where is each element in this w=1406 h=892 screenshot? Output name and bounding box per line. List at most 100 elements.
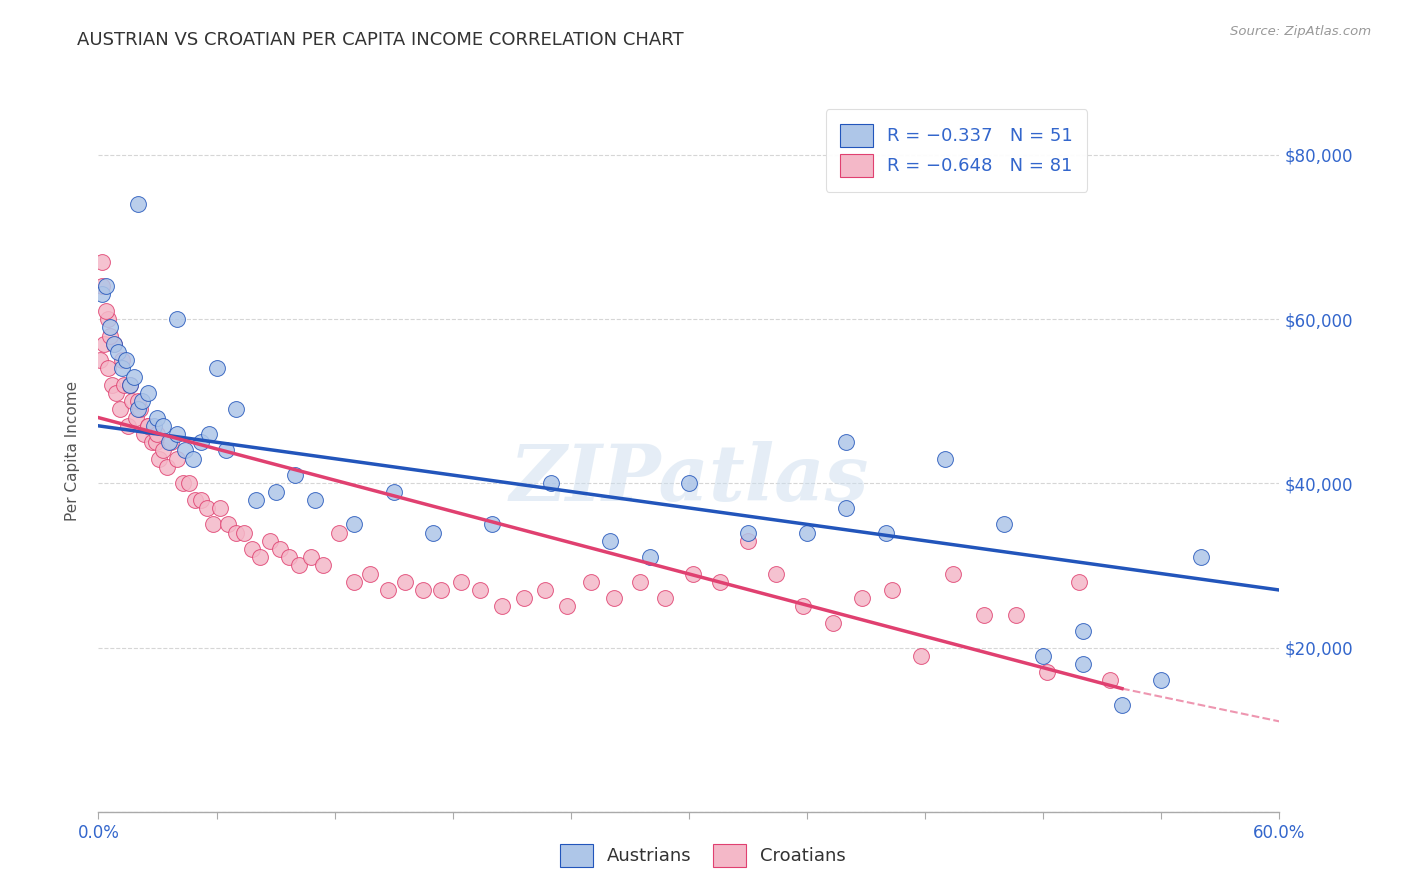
Point	[540, 476, 562, 491]
Point	[245, 492, 267, 507]
Point	[146, 427, 169, 442]
Point	[880, 582, 903, 597]
Point	[1067, 574, 1090, 589]
Point	[91, 287, 114, 301]
Point	[103, 336, 125, 351]
Point	[1111, 698, 1133, 712]
Point	[796, 525, 818, 540]
Point	[1071, 657, 1094, 671]
Point	[112, 377, 135, 392]
Point	[654, 591, 676, 606]
Point	[851, 591, 873, 606]
Point	[148, 451, 170, 466]
Point	[1036, 665, 1059, 680]
Point	[259, 533, 281, 548]
Point	[973, 607, 995, 622]
Point	[299, 550, 322, 565]
Point	[136, 418, 159, 433]
Point	[682, 566, 704, 581]
Point	[190, 435, 212, 450]
Point	[145, 435, 167, 450]
Point	[111, 353, 134, 368]
Point	[91, 279, 114, 293]
Point	[284, 468, 307, 483]
Point	[97, 312, 120, 326]
Point	[628, 574, 651, 589]
Point	[835, 435, 858, 450]
Point	[737, 525, 759, 540]
Point	[555, 599, 578, 614]
Point	[105, 386, 128, 401]
Point	[127, 394, 149, 409]
Text: AUSTRIAN VS CROATIAN PER CAPITA INCOME CORRELATION CHART: AUSTRIAN VS CROATIAN PER CAPITA INCOME C…	[77, 31, 683, 49]
Point	[209, 500, 232, 515]
Point	[412, 582, 434, 597]
Point	[481, 517, 503, 532]
Point	[534, 582, 557, 597]
Point	[312, 558, 335, 573]
Point	[111, 361, 134, 376]
Point	[233, 525, 256, 540]
Point	[278, 550, 301, 565]
Point	[377, 582, 399, 597]
Point	[127, 402, 149, 417]
Point	[166, 312, 188, 326]
Point	[166, 427, 188, 442]
Legend: Austrians, Croatians: Austrians, Croatians	[553, 837, 853, 874]
Point	[136, 386, 159, 401]
Point	[1071, 624, 1094, 639]
Point	[93, 336, 115, 351]
Point	[190, 492, 212, 507]
Point	[142, 418, 165, 433]
Point	[1150, 673, 1173, 688]
Point	[96, 279, 118, 293]
Point	[249, 550, 271, 565]
Point	[288, 558, 311, 573]
Point	[1032, 648, 1054, 663]
Legend: R = −0.337   N = 51, R = −0.648   N = 81: R = −0.337 N = 51, R = −0.648 N = 81	[825, 109, 1087, 192]
Point	[115, 353, 138, 368]
Point	[603, 591, 626, 606]
Point	[765, 566, 787, 581]
Point	[97, 361, 120, 376]
Point	[131, 394, 153, 409]
Point	[792, 599, 814, 614]
Point	[934, 451, 956, 466]
Point	[152, 418, 174, 433]
Point	[172, 476, 194, 491]
Point	[450, 574, 472, 589]
Point	[579, 574, 602, 589]
Point	[184, 492, 207, 507]
Point	[512, 591, 534, 606]
Point	[1099, 673, 1122, 688]
Point	[491, 599, 513, 614]
Point	[181, 451, 204, 466]
Point	[240, 541, 263, 556]
Point	[269, 541, 291, 556]
Point	[127, 197, 149, 211]
Point	[942, 566, 965, 581]
Point	[103, 336, 125, 351]
Point	[118, 377, 141, 392]
Point	[1004, 607, 1026, 622]
Point	[195, 500, 218, 515]
Point	[117, 418, 139, 433]
Point	[107, 345, 129, 359]
Point	[125, 410, 148, 425]
Point	[422, 525, 444, 540]
Point	[122, 369, 145, 384]
Point	[737, 533, 759, 548]
Point	[821, 615, 844, 630]
Point	[96, 304, 118, 318]
Point	[225, 525, 247, 540]
Point	[101, 377, 124, 392]
Point	[430, 582, 453, 597]
Text: ZIPatlas: ZIPatlas	[509, 442, 869, 517]
Point	[993, 517, 1015, 532]
Point	[174, 443, 197, 458]
Point	[166, 451, 188, 466]
Point	[156, 459, 179, 474]
Point	[121, 394, 143, 409]
Point	[141, 435, 163, 450]
Point	[128, 402, 150, 417]
